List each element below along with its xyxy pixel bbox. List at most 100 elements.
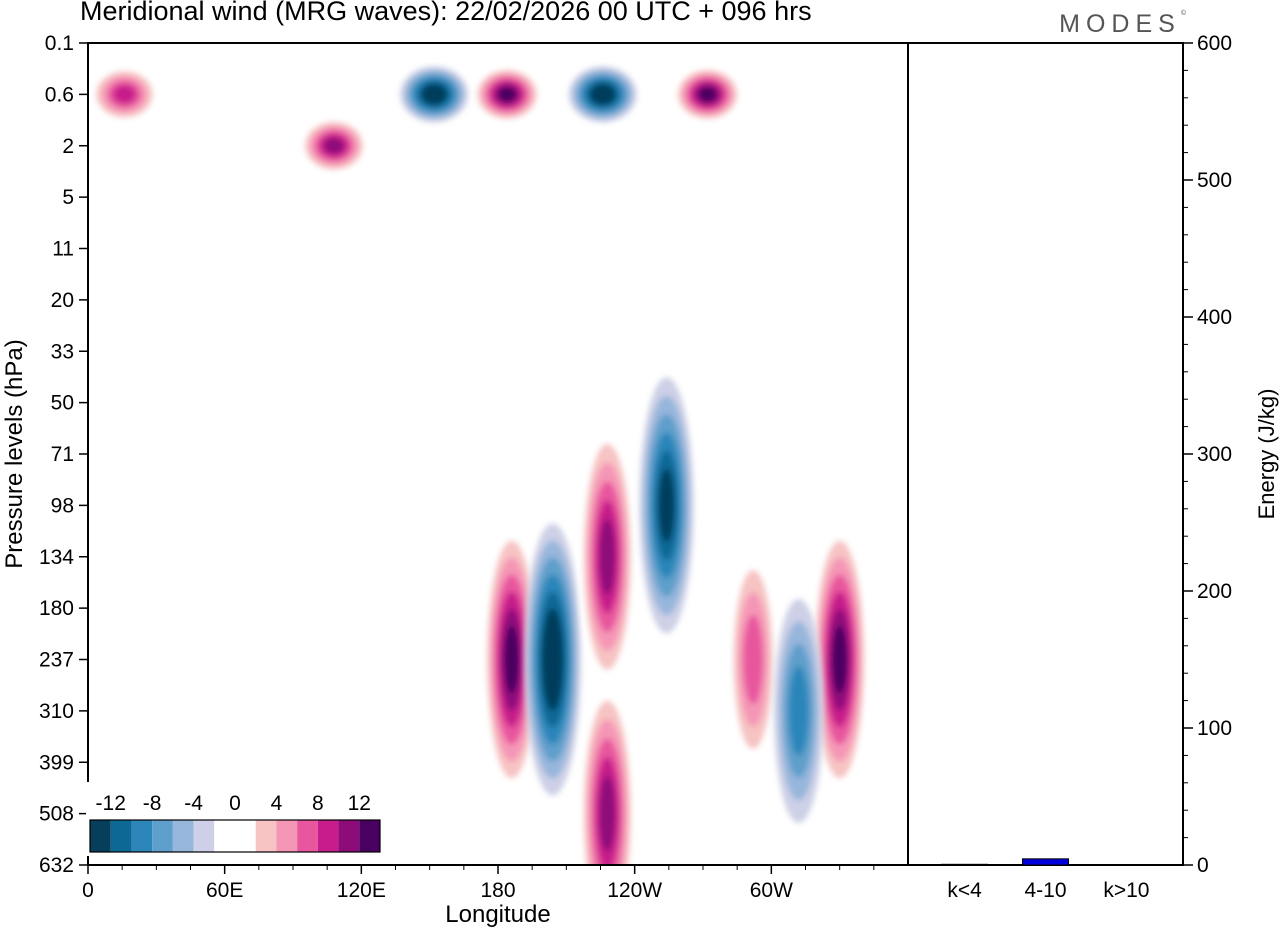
- colorbar-swatch: [214, 820, 235, 852]
- energy-bars: k<4 4-10 k>10: [941, 858, 1150, 902]
- y-tick-label: 11: [52, 238, 74, 261]
- contour-band: [832, 625, 847, 694]
- energy-tick-label: 300: [1197, 443, 1232, 466]
- energy-tick-label: 200: [1197, 580, 1232, 603]
- colorbar-swatch: [255, 820, 277, 852]
- y-tick-label: 180: [39, 597, 74, 620]
- contour-band: [498, 87, 516, 102]
- contour-band: [324, 137, 344, 154]
- colorbar-swatch: [152, 820, 173, 852]
- energy-tick-label: 0: [1197, 854, 1209, 877]
- energy-category-label: k<4: [947, 879, 982, 902]
- contour-band: [113, 85, 136, 104]
- contour-feature: [400, 66, 469, 123]
- y-tick-label: 134: [39, 546, 74, 569]
- chart-title: Meridional wind (MRG waves): 22/02/2026 …: [80, 0, 812, 26]
- energy-bar: [941, 863, 989, 866]
- y-tick-label: 399: [39, 751, 74, 774]
- y-tick-label: 632: [39, 854, 74, 877]
- colorbar-swatch: [193, 820, 215, 852]
- contour-band: [594, 87, 612, 102]
- energy-axis: 0 100 200 300 400 500 600: [1183, 32, 1232, 877]
- contour-feature: [811, 523, 869, 796]
- x-tick-label: 120W: [607, 879, 662, 902]
- y-tick-label: 0.6: [45, 83, 74, 106]
- copyright-mark: ©: [1180, 10, 1186, 17]
- colorbar-swatch: [317, 820, 339, 852]
- contour-feature: [568, 66, 637, 123]
- energy-tick-label: 600: [1197, 32, 1232, 55]
- y-axis: 0.1 0.6 2 5 11 20 33 50 71 98 134 180 237 310 399 508 63…: [39, 32, 88, 877]
- colorbar-swatch: [338, 820, 360, 852]
- x-tick-label: 60W: [750, 879, 793, 902]
- contour-band: [743, 614, 764, 705]
- energy-tick-label: 500: [1197, 169, 1232, 192]
- contour-band: [788, 666, 809, 756]
- x-tick-label: 0: [82, 879, 94, 902]
- x-tick-label: 180: [480, 879, 515, 902]
- modes-logo: MODES©: [1059, 10, 1186, 39]
- colorbar-swatch: [110, 820, 132, 852]
- y-tick-label: 33: [51, 340, 74, 363]
- contour-band: [658, 468, 675, 542]
- colorbar-swatch: [90, 820, 111, 852]
- contour-band: [599, 775, 616, 852]
- contour-band: [699, 87, 717, 102]
- colorbar-swatch: [131, 820, 153, 852]
- energy-bar: [1022, 858, 1069, 866]
- colorbar-swatch: [297, 820, 318, 852]
- y-tick-label: 310: [39, 700, 74, 723]
- contour-band: [425, 87, 443, 102]
- colorbar-label: 0: [229, 792, 241, 815]
- energy-frame: [907, 42, 1184, 866]
- colorbar-label: -4: [184, 792, 203, 815]
- y-tick-label: 20: [51, 289, 74, 312]
- colorbar-label: 12: [348, 792, 371, 815]
- contour-feature: [90, 66, 159, 123]
- logo-text: MODES: [1059, 10, 1181, 38]
- contour-feature: [300, 117, 368, 174]
- energy-tick-label: 400: [1197, 306, 1232, 329]
- contour-field: [90, 66, 869, 865]
- x-axis-label: Longitude: [445, 901, 550, 928]
- contour-band: [545, 625, 560, 694]
- contour-band: [599, 519, 616, 595]
- energy-tick-label: 100: [1197, 717, 1232, 740]
- y-tick-label: 237: [39, 649, 74, 672]
- energy-category-label: 4-10: [1024, 879, 1066, 902]
- contour-feature: [673, 66, 742, 123]
- colorbar-label: -8: [143, 792, 162, 815]
- y-axis-label: Pressure levels (hPa): [1, 339, 28, 568]
- energy-category-label: k>10: [1103, 879, 1149, 902]
- contour-feature: [473, 66, 542, 123]
- contour-feature: [483, 523, 541, 796]
- colorbar-swatch: [359, 820, 380, 852]
- contour-feature: [728, 547, 778, 772]
- y-tick-label: 5: [62, 186, 74, 209]
- contour-feature: [579, 424, 636, 689]
- x-tick-label: 120E: [337, 879, 386, 902]
- colorbar: -12 -8 -4 0 4 8 12: [86, 782, 384, 856]
- y-tick-label: 2: [62, 135, 74, 158]
- y-tick-label: 50: [51, 392, 74, 415]
- y-tick-label: 0.1: [45, 32, 74, 55]
- energy-axis-label: Energy (J/kg): [1254, 389, 1279, 520]
- colorbar-swatch: [172, 820, 194, 852]
- colorbar-label: -12: [96, 792, 126, 815]
- contour-feature: [639, 377, 694, 634]
- colorbar-swatch: [235, 820, 256, 852]
- colorbar-label: 4: [271, 792, 283, 815]
- contour-feature: [773, 598, 824, 823]
- y-tick-label: 71: [51, 443, 74, 466]
- y-tick-label: 98: [51, 494, 74, 517]
- x-tick-label: 60E: [206, 879, 243, 902]
- contour-feature: [524, 523, 582, 796]
- contour-feature: [579, 681, 636, 865]
- y-tick-label: 508: [39, 803, 74, 826]
- colorbar-label: 8: [312, 792, 324, 815]
- x-axis: 0 60E 120E 180 120W 60W: [82, 865, 875, 902]
- colorbar-swatch: [276, 820, 298, 852]
- contour-band: [504, 625, 519, 694]
- colorbar-frame: [89, 819, 381, 853]
